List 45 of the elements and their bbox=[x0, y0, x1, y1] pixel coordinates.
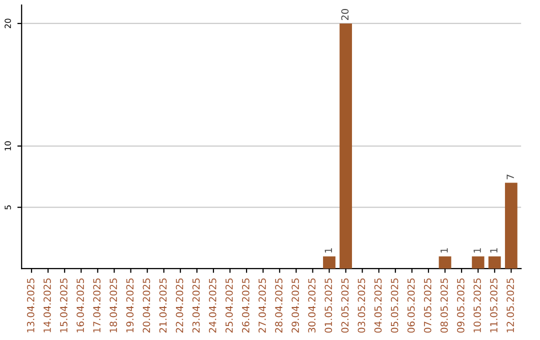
x-tick-label: 01.05.2025 bbox=[324, 278, 332, 333]
x-tick-label: 09.05.2025 bbox=[457, 278, 464, 333]
x-tick-label: 03.05.2025 bbox=[358, 278, 366, 333]
bar bbox=[472, 256, 484, 269]
data-label: 1 bbox=[490, 248, 498, 252]
x-tick-label: 27.04.2025 bbox=[258, 278, 266, 333]
x-tick-label: 05.05.2025 bbox=[390, 278, 398, 333]
x-tick-label: 10.05.2025 bbox=[474, 278, 481, 332]
x-tick-label: 20.04.2025 bbox=[142, 278, 150, 333]
x-tick-label: 26.04.2025 bbox=[242, 278, 250, 333]
x-tick-label: 08.05.2025 bbox=[440, 278, 448, 333]
x-tick-label: 16.04.2025 bbox=[76, 278, 84, 332]
data-label: 20 bbox=[341, 8, 349, 20]
x-tick-label: 24.04.2025 bbox=[208, 278, 216, 333]
x-tick-label: 25.04.2025 bbox=[225, 278, 233, 333]
x-tick-label: 29.04.2025 bbox=[292, 278, 299, 333]
bar bbox=[323, 256, 336, 269]
x-tick-label: 12.05.2025 bbox=[506, 278, 514, 332]
x-tick-label: 28.04.2025 bbox=[275, 278, 282, 333]
bar bbox=[488, 256, 501, 269]
x-tick-label: 07.05.2025 bbox=[424, 278, 432, 333]
y-tick-label: 20 bbox=[4, 18, 11, 28]
x-tick-label: 14.04.2025 bbox=[44, 278, 51, 332]
y-tick-label: 10 bbox=[4, 141, 11, 150]
bar bbox=[438, 256, 452, 269]
x-tick-label: 02.05.2025 bbox=[341, 278, 349, 333]
x-tick-label: 11.05.2025 bbox=[490, 278, 498, 332]
x-tick-label: 15.04.2025 bbox=[60, 278, 68, 332]
bar bbox=[504, 182, 518, 269]
x-tick-label: 17.04.2025 bbox=[93, 278, 101, 332]
x-tick-label: 22.04.2025 bbox=[176, 278, 184, 333]
x-tick-label: 19.04.2025 bbox=[126, 278, 134, 332]
x-tick-label: 30.04.2025 bbox=[308, 278, 316, 333]
x-tick-label: 04.05.2025 bbox=[374, 278, 382, 333]
data-label: 1 bbox=[474, 248, 481, 252]
data-label: 1 bbox=[440, 248, 448, 252]
data-label: 1 bbox=[324, 248, 332, 252]
x-tick-label: 23.04.2025 bbox=[192, 278, 200, 333]
y-tick-label: 5 bbox=[4, 205, 11, 210]
x-tick-label: 18.04.2025 bbox=[110, 278, 118, 332]
x-tick-label: 13.04.2025 bbox=[26, 278, 34, 332]
data-label: 7 bbox=[506, 174, 514, 180]
x-tick-label: 06.05.2025 bbox=[407, 278, 415, 333]
bar bbox=[340, 23, 352, 269]
x-tick-label: 21.04.2025 bbox=[159, 278, 167, 333]
